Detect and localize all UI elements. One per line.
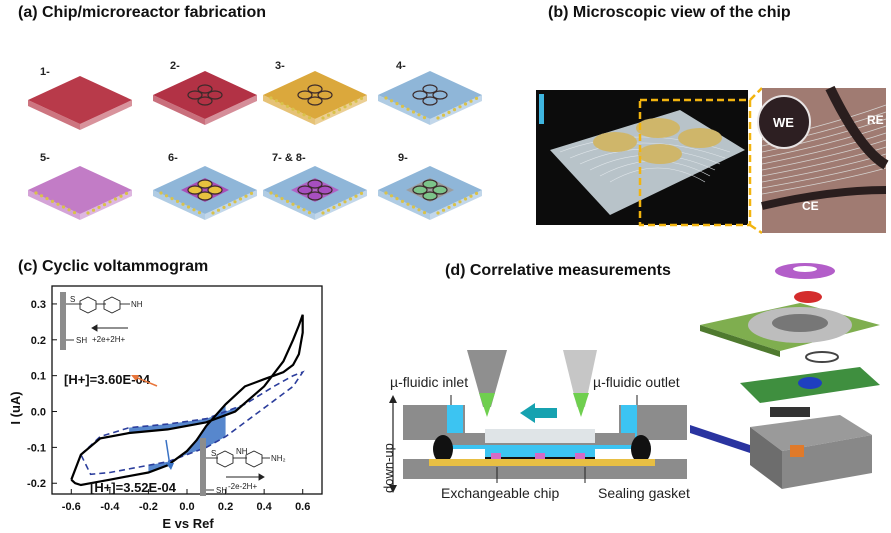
fabrication-grid: 1- 2- 3- 4- 5- 6- 7- & 8- 9- <box>20 40 520 250</box>
step-label-5: 5- <box>40 152 50 164</box>
chip-8 <box>378 166 482 220</box>
chips-illustration <box>28 71 482 220</box>
chip-6 <box>153 166 257 220</box>
direction-label: down-up <box>381 443 396 493</box>
reaction-top: +2e+2H+ <box>92 335 125 344</box>
annotation-ox: [H+]=3.60E-04 <box>64 372 151 387</box>
cell-cross-section: µ-fluidic inlet µ-fluidic outlet down-up… <box>381 350 690 501</box>
y-tick-label: 0.0 <box>31 407 46 419</box>
x-tick-label: -0.6 <box>62 501 81 513</box>
x-tick-label: -0.2 <box>139 501 158 513</box>
tip-left <box>467 350 507 407</box>
chip-7 <box>263 166 367 220</box>
base-holder <box>750 415 872 451</box>
shaded-oxidation <box>129 404 245 434</box>
tip-right <box>563 350 597 407</box>
svg-text:SH: SH <box>216 486 227 495</box>
x-tick-label: 0.2 <box>218 501 233 513</box>
electrode-pad-3 <box>593 132 637 152</box>
exploded-assembly <box>690 263 880 489</box>
shaded-reduction <box>148 404 226 473</box>
step-label-1: 1- <box>40 66 50 78</box>
red-seal <box>794 291 822 303</box>
panel-a-title: (a) Chip/microreactor fabrication <box>18 4 267 21</box>
x-ticks: -0.6 -0.4 -0.2 0.0 0.2 0.4 0.6 <box>62 489 310 513</box>
svg-text:S: S <box>70 295 75 304</box>
inlet-label: µ-fluidic inlet <box>390 374 468 390</box>
gasket-label: Sealing gasket <box>598 485 690 501</box>
shaded-regions <box>129 404 245 473</box>
channel-window <box>485 429 595 443</box>
y-tick-label: -0.1 <box>27 442 46 454</box>
arrow-red <box>165 439 171 467</box>
zoom-box <box>638 98 752 227</box>
working-electrode <box>757 95 811 149</box>
svg-text:NH: NH <box>131 300 143 309</box>
series-dashed <box>80 370 305 476</box>
y-ticks: -0.2 -0.1 0.0 0.1 0.2 0.3 <box>27 299 57 490</box>
re-label: RE <box>867 113 884 127</box>
outlet-label: µ-fluidic outlet <box>593 374 680 390</box>
step-label-6: 6- <box>168 152 178 164</box>
chip-1 <box>28 76 132 130</box>
series-solid <box>70 314 304 487</box>
annotation-red: [H+]=3.52E-04 <box>90 480 177 495</box>
series-group <box>70 314 305 487</box>
panel-d-title: (d) Correlative measurements <box>445 262 671 279</box>
reaction-bottom: -2e-2H+ <box>228 482 257 491</box>
x-tick-label: 0.6 <box>295 501 310 513</box>
gasket-left <box>433 435 453 463</box>
ce-label: CE <box>802 199 819 213</box>
molecule-top <box>66 296 130 341</box>
x-tick-label: 0.4 <box>256 501 272 513</box>
electrode-pad-1 <box>636 118 680 138</box>
gasket-right <box>631 435 651 463</box>
zoom-connector <box>749 87 763 235</box>
svg-text:NH₂: NH₂ <box>271 454 286 463</box>
electrode-bar-bottom <box>200 438 206 496</box>
chip-5 <box>28 166 132 220</box>
electrode-pad-2 <box>678 128 722 148</box>
panel-c-title: (c) Cyclic voltammogram <box>18 258 209 275</box>
panel-b-title: (b) Microscopic view of the chip <box>548 4 791 21</box>
x-axis-label: E vs Ref <box>162 516 214 531</box>
molecule-bottom <box>206 450 270 491</box>
svg-text:NH: NH <box>236 447 248 456</box>
step-label-3: 3- <box>275 60 285 72</box>
x-tick-label: 0.0 <box>179 501 194 513</box>
y-tick-label: 0.2 <box>31 335 46 347</box>
o-ring <box>805 351 839 363</box>
step-label-2: 2- <box>170 60 180 72</box>
y-axis-label: I (uA) <box>8 391 23 424</box>
step-label-4: 4- <box>396 60 406 72</box>
x-tick-label: -0.4 <box>100 501 120 513</box>
scan-arrow <box>520 403 557 423</box>
y-tick-label: 0.1 <box>31 371 46 383</box>
chip-3 <box>263 71 367 125</box>
electrode-pad-4 <box>638 144 682 164</box>
step-label-9: 9- <box>398 152 408 164</box>
microscope-views: WE RE CE <box>536 85 889 235</box>
y-tick-label: 0.3 <box>31 299 46 311</box>
step-label-7-8: 7- & 8- <box>272 152 306 164</box>
chip-label: Exchangeable chip <box>441 485 560 501</box>
chip-socket <box>770 407 810 417</box>
chip-4 <box>378 71 482 125</box>
svg-text:S: S <box>211 449 216 458</box>
electrode-bar-top <box>60 292 66 350</box>
svg-text:SH: SH <box>76 336 87 345</box>
chip-2 <box>153 71 257 125</box>
we-label: WE <box>773 115 794 130</box>
cable <box>690 425 750 453</box>
cv-chart: -0.2 -0.1 0.0 0.1 0.2 0.3 -0.6 -0.4 -0.2 0.0 0.2 0… <box>8 285 323 531</box>
color-scale-bar <box>539 94 544 124</box>
y-tick-label: -0.2 <box>27 478 46 490</box>
